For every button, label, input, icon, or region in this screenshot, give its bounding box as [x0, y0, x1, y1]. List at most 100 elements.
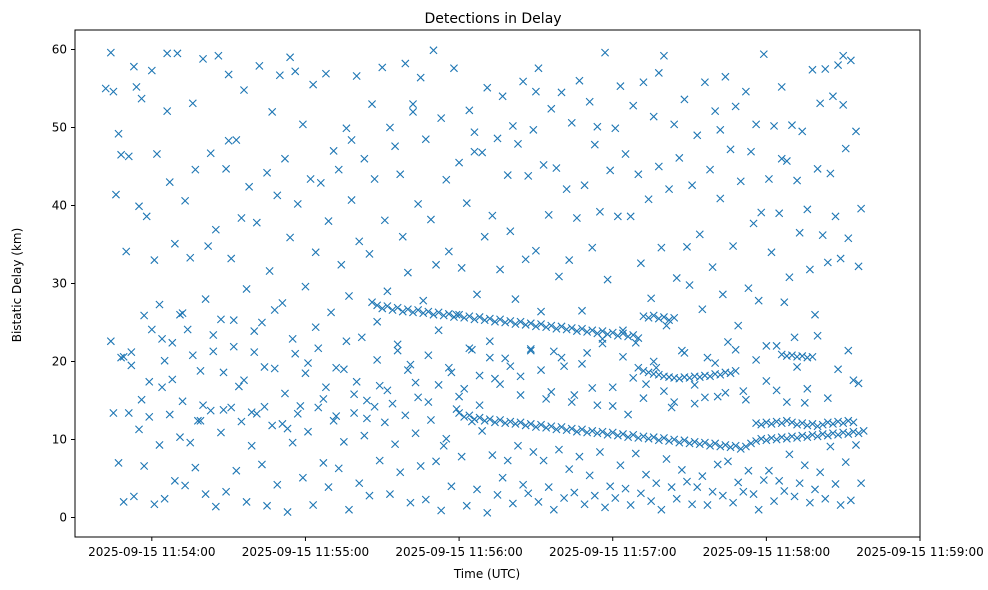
data-point — [396, 468, 405, 477]
data-point — [685, 373, 694, 382]
data-point — [455, 392, 464, 401]
data-point — [631, 338, 640, 347]
data-point — [785, 450, 794, 459]
data-point — [411, 378, 420, 387]
data-point — [383, 386, 392, 395]
data-point — [224, 136, 233, 145]
data-point — [485, 314, 494, 323]
data-point — [547, 321, 556, 330]
data-point — [682, 477, 691, 486]
data-point — [652, 363, 661, 372]
data-point — [593, 429, 602, 438]
data-point — [572, 427, 581, 436]
data-point — [690, 380, 699, 389]
data-point — [552, 324, 561, 333]
data-point — [747, 439, 755, 448]
data-point — [782, 398, 791, 407]
data-point — [752, 120, 761, 129]
data-point — [629, 101, 638, 110]
data-point — [286, 53, 295, 62]
data-point — [385, 123, 394, 132]
data-point — [859, 426, 868, 435]
data-point — [142, 212, 151, 221]
data-point — [324, 217, 333, 226]
data-point — [790, 492, 799, 501]
data-point — [424, 307, 433, 316]
data-point — [839, 100, 848, 109]
data-point — [818, 430, 827, 439]
data-point — [654, 314, 663, 323]
data-point — [808, 430, 817, 439]
data-point — [516, 372, 525, 381]
y-tick-label: 0 — [59, 511, 67, 525]
data-point — [606, 166, 615, 175]
data-point — [608, 401, 617, 410]
data-point — [501, 318, 510, 327]
data-point — [578, 306, 586, 315]
data-point — [168, 375, 177, 384]
data-point — [150, 256, 159, 265]
data-point — [560, 362, 569, 371]
data-point — [311, 248, 320, 257]
data-point — [265, 267, 274, 276]
data-point — [562, 325, 571, 334]
data-point — [206, 406, 215, 415]
data-point — [201, 490, 210, 499]
data-point — [227, 254, 236, 263]
data-point — [716, 125, 725, 134]
data-point — [163, 49, 172, 58]
data-point — [549, 505, 558, 514]
data-point — [785, 273, 794, 282]
data-point — [493, 134, 502, 143]
data-point — [611, 494, 620, 502]
data-point — [624, 410, 633, 419]
data-point — [616, 82, 625, 91]
data-point — [416, 462, 425, 471]
data-point — [795, 479, 804, 488]
data-point — [657, 243, 666, 252]
data-point — [731, 345, 740, 354]
data-point — [588, 426, 597, 435]
x-axis-title: Time (UTC) — [453, 567, 520, 581]
data-point — [321, 383, 330, 392]
data-point — [237, 417, 246, 426]
data-point — [437, 506, 446, 515]
data-point — [470, 415, 479, 424]
x-tick-label: 2025-09-15 11:54:00 — [88, 545, 215, 559]
data-point — [793, 420, 802, 429]
data-point — [757, 434, 766, 443]
data-point — [478, 426, 487, 435]
data-point — [700, 393, 709, 402]
data-point — [373, 355, 382, 364]
data-point — [649, 112, 658, 121]
data-point — [403, 305, 412, 314]
data-point — [682, 242, 691, 251]
x-axis: 2025-09-15 11:54:00 2025-09-15 11:55:00 20… — [88, 537, 984, 559]
data-point — [659, 433, 668, 442]
data-point — [432, 457, 441, 466]
y-tick-label: 40 — [52, 199, 67, 213]
data-point — [304, 359, 313, 368]
data-point — [834, 430, 843, 439]
data-point — [155, 440, 164, 449]
data-point — [639, 78, 648, 87]
data-point — [813, 432, 822, 441]
data-point — [419, 296, 428, 305]
data-point — [754, 505, 763, 514]
data-point — [775, 476, 784, 485]
data-point — [457, 263, 466, 272]
data-point — [711, 107, 720, 116]
data-point — [531, 322, 540, 331]
data-point — [741, 442, 750, 451]
data-point — [403, 366, 412, 375]
data-point — [675, 153, 684, 162]
data-point — [447, 368, 456, 377]
data-point — [808, 65, 817, 74]
data-point — [634, 334, 643, 343]
data-point — [834, 417, 843, 426]
data-point — [813, 164, 822, 173]
data-point — [654, 162, 663, 171]
data-point — [828, 419, 837, 428]
data-point — [762, 377, 771, 385]
data-point — [818, 231, 827, 240]
